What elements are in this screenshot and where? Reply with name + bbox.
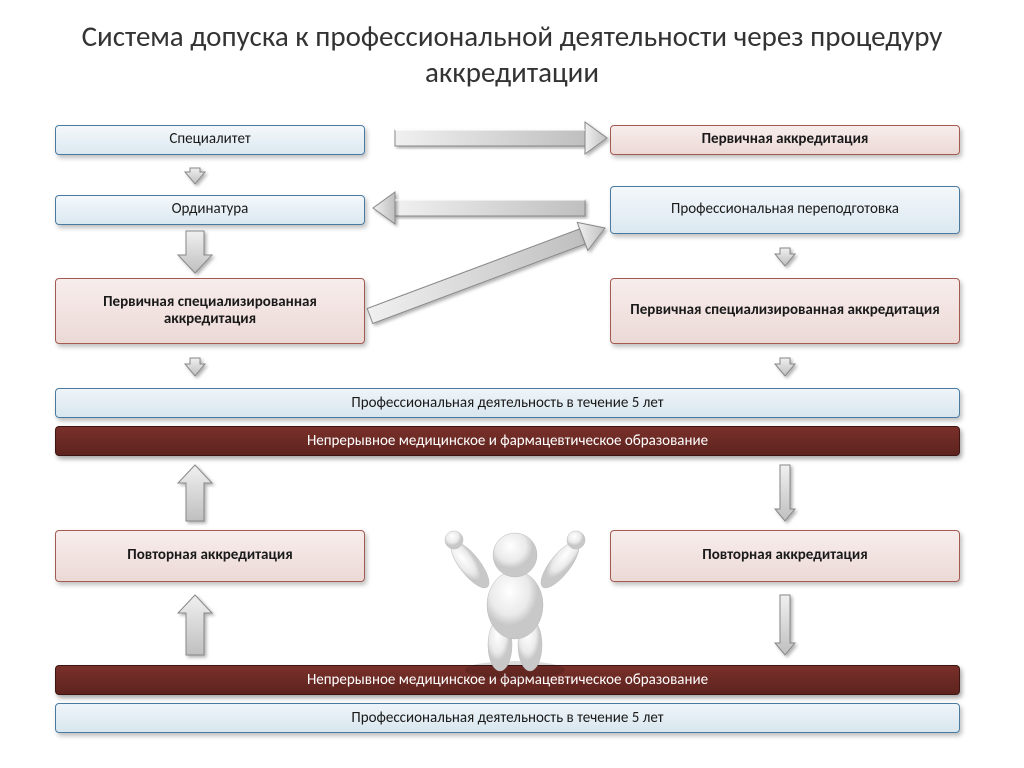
node-spec-accred-left: Первичная специализированная аккредитаци… xyxy=(55,278,365,344)
node-prof-retraining: Профессиональная переподготовка xyxy=(610,186,960,234)
node-primary-accred: Первичная аккредитация xyxy=(610,125,960,155)
band-continuous-ed-1: Непрерывное медицинское и фармацевтическ… xyxy=(55,426,960,456)
band-prof-activity-5b: Профессиональная деятельность в течение … xyxy=(55,703,960,733)
band-prof-activity-5: Профессиональная деятельность в течение … xyxy=(55,388,960,418)
page-title: Система допуска к профессиональной деяте… xyxy=(0,0,1024,103)
mascot-figure xyxy=(440,510,590,680)
node-specialitet: Специалитет xyxy=(55,125,365,155)
node-spec-accred-right: Первичная специализированная аккредитаци… xyxy=(610,278,960,344)
node-repeat-right: Повторная аккредитация xyxy=(610,530,960,582)
node-repeat-left: Повторная аккредитация xyxy=(55,530,365,582)
node-ordinatura: Ординатура xyxy=(55,195,365,225)
